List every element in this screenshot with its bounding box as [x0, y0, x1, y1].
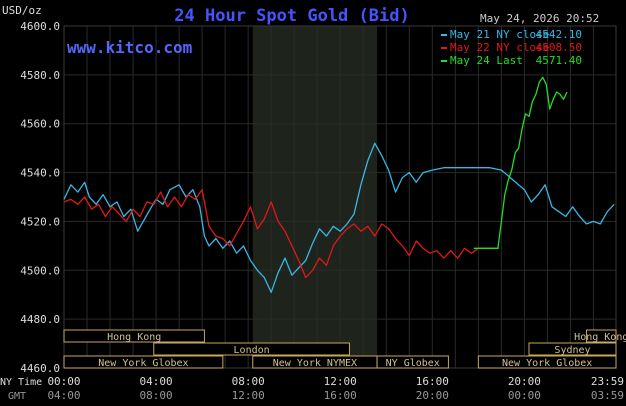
nymex-highlight-window [252, 26, 378, 368]
session-label: NY Globex [386, 358, 440, 369]
chart-title: 24 Hour Spot Gold (Bid) [174, 6, 409, 26]
x-tick-label-gmt: 20:00 [416, 389, 449, 402]
x-tick-label-ny: 23:59 [591, 375, 624, 388]
y-tick-label: 4540.0 [20, 167, 60, 180]
chart-grid [63, 25, 617, 369]
x-tick-label-ny: 16:00 [416, 375, 449, 388]
gmt-label: GMT [8, 391, 26, 402]
x-tick-label-gmt: 16:00 [324, 389, 357, 402]
session-label: Hong Kong [107, 332, 161, 343]
x-tick-label-gmt: 12:00 [232, 389, 265, 402]
x-tick-label-gmt: 00:00 [508, 389, 541, 402]
x-tick-label-ny: 00:00 [47, 375, 80, 388]
price-lines [63, 76, 615, 293]
y-tick-label: 4500.0 [20, 264, 60, 277]
y-tick-label: 4560.0 [20, 118, 60, 131]
session-label: Sydney [554, 345, 590, 356]
legend-value: 4571.40 [536, 54, 582, 67]
session-bar [586, 329, 617, 343]
y-tick-label: 4480.0 [20, 313, 60, 326]
session-bar [477, 355, 617, 369]
session-label: New York Globex [502, 358, 592, 369]
session-bar [63, 355, 224, 369]
x-tick-label-gmt: 04:00 [47, 389, 80, 402]
session-label: New York NYMEX [273, 358, 357, 369]
timestamp: May 24, 2026 20:52 [480, 12, 599, 25]
session-bars: Hong Kong Hong Kong London Sydney New York G… [63, 329, 626, 369]
legend-value: 4508.50 [536, 41, 582, 54]
x-tick-label-ny: 12:00 [324, 375, 357, 388]
legend-entry: May 24 Last [450, 54, 523, 67]
y-tick-label: 4600.0 [20, 20, 60, 33]
y-tick-label: 4460.0 [20, 362, 60, 375]
y-axis-unit-label: USD/oz [2, 4, 42, 17]
session-label: New York Globex [98, 358, 188, 369]
session-bar [153, 342, 350, 356]
x-tick-label-gmt: 08:00 [140, 389, 173, 402]
y-tick-label: 4580.0 [20, 69, 60, 82]
session-bar [528, 342, 617, 356]
session-label: Hong Kong [574, 332, 626, 343]
series-line-3 [473, 76, 568, 249]
ny-time-label: NY Time [0, 377, 42, 388]
series-line-2 [63, 189, 500, 279]
axis-labels: 4460.0 4480.0 4500.0 4520.0 4540.0 4560.0 4580… [20, 20, 624, 402]
website-label: www.kitco.com [67, 38, 193, 57]
legend-value: 4542.10 [536, 28, 582, 41]
legend-entry: May 22 NY close [450, 41, 549, 54]
x-tick-label-ny: 04:00 [140, 375, 173, 388]
session-bar [63, 329, 205, 343]
x-tick-label-gmt: 03:59 [591, 389, 624, 402]
x-tick-label-ny: 20:00 [508, 375, 541, 388]
session-label: London [234, 345, 270, 356]
series-line-1 [63, 142, 615, 293]
legend-entry: May 21 NY close [450, 28, 549, 41]
session-bar [376, 355, 449, 369]
y-tick-label: 4520.0 [20, 215, 60, 228]
x-tick-label-ny: 08:00 [232, 375, 265, 388]
